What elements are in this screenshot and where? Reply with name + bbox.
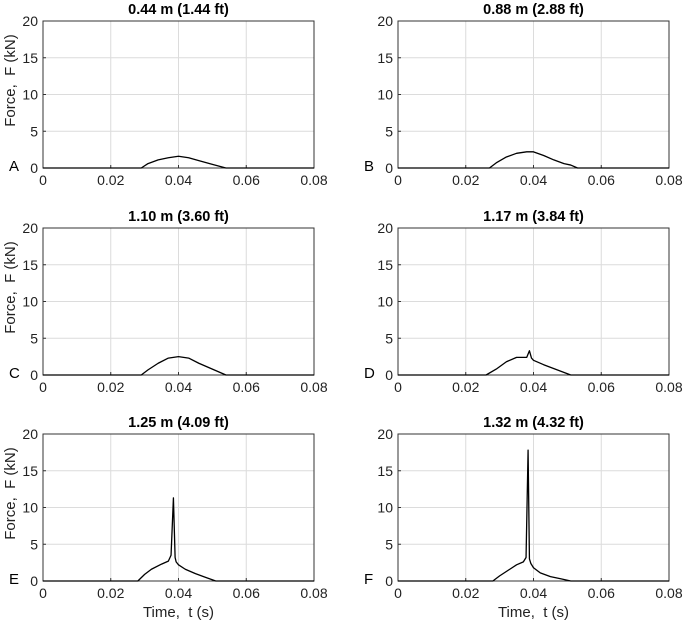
x-tick-label: 0.08 — [655, 585, 682, 601]
x-tick-label: 0.06 — [233, 379, 260, 395]
x-tick-label: 0.06 — [588, 585, 615, 601]
y-tick-label: 5 — [385, 536, 393, 552]
y-axis-label: Force, F (kN) — [2, 34, 19, 127]
y-axis-label: Force, F (kN) — [2, 241, 19, 334]
y-tick-label: 10 — [377, 500, 393, 516]
x-tick-label: 0.08 — [300, 585, 327, 601]
x-tick-label: 0.02 — [452, 172, 479, 188]
force-trace — [398, 151, 669, 169]
y-tick-label: 15 — [22, 257, 38, 273]
y-tick-label: 5 — [30, 330, 38, 346]
panel-a: 0 0.02 0.04 0.06 0.08 0 5 10 15 20 0.44 m (1.44 ft… — [2, 2, 328, 188]
y-tick-label: 10 — [22, 500, 38, 516]
y-tick-label: 15 — [22, 50, 38, 66]
x-tick-label: 0.06 — [233, 172, 260, 188]
y-tick-label: 20 — [377, 220, 393, 236]
y-tick-label: 5 — [30, 123, 38, 139]
x-tick-label: 0.04 — [520, 379, 547, 395]
y-tick-label: 0 — [385, 160, 393, 176]
x-tick-label: 0.08 — [300, 379, 327, 395]
x-tick-label: 0.04 — [165, 172, 192, 188]
x-tick-label: 0 — [39, 172, 47, 188]
panel-title: 1.25 m (4.09 ft) — [128, 415, 229, 431]
y-tick-label: 5 — [385, 330, 393, 346]
panel-letter: A — [9, 158, 19, 175]
x-tick-label: 0.04 — [520, 585, 547, 601]
force-trace — [43, 355, 314, 376]
x-tick-label: 0 — [394, 585, 402, 601]
force-trace — [43, 497, 314, 582]
panel-d: 0 0.02 0.04 0.06 0.08 0 5 10 15 20 1.17 m (3.84 ft… — [364, 209, 683, 395]
panel-title: 1.32 m (4.32 ft) — [483, 415, 584, 431]
force-trace — [398, 449, 669, 582]
panel-title: 1.17 m (3.84 ft) — [483, 209, 584, 225]
x-axis-label: Time, t (s) — [498, 604, 569, 621]
y-tick-label: 0 — [30, 367, 38, 383]
y-axis-label: Force, F (kN) — [2, 447, 19, 540]
y-tick-label: 15 — [377, 463, 393, 479]
x-tick-label: 0.06 — [588, 379, 615, 395]
y-tick-label: 15 — [22, 463, 38, 479]
x-tick-label: 0.02 — [97, 379, 124, 395]
panel-c: 0 0.02 0.04 0.06 0.08 0 5 10 15 20 1.10 m (3.60 ft… — [2, 209, 328, 395]
x-tick-label: 0 — [394, 172, 402, 188]
panel-title: 0.88 m (2.88 ft) — [483, 2, 584, 18]
y-tick-label: 10 — [22, 87, 38, 103]
y-tick-label: 20 — [22, 426, 38, 442]
x-axis-label: Time, t (s) — [143, 604, 214, 621]
x-tick-label: 0.06 — [233, 585, 260, 601]
x-tick-label: 0.04 — [520, 172, 547, 188]
y-tick-label: 5 — [30, 536, 38, 552]
x-tick-label: 0 — [39, 585, 47, 601]
y-tick-label: 15 — [377, 50, 393, 66]
panel-letter: C — [9, 365, 20, 382]
panel-title: 1.10 m (3.60 ft) — [128, 209, 229, 225]
y-tick-label: 0 — [30, 573, 38, 589]
force-trace — [398, 350, 669, 376]
panel-letter: F — [364, 571, 373, 588]
x-tick-label: 0 — [39, 379, 47, 395]
y-tick-label: 10 — [22, 294, 38, 310]
y-tick-label: 15 — [377, 257, 393, 273]
x-tick-label: 0.08 — [655, 379, 682, 395]
panel-letter: E — [9, 571, 19, 588]
panel-f: 0 0.02 0.04 0.06 0.08 0 5 10 15 20 1.32 m (4.32 ft… — [364, 415, 683, 621]
y-tick-label: 20 — [377, 426, 393, 442]
x-tick-label: 0.06 — [588, 172, 615, 188]
x-tick-label: 0.02 — [97, 172, 124, 188]
x-tick-label: 0.02 — [452, 379, 479, 395]
x-tick-label: 0.04 — [165, 379, 192, 395]
panel-letter: B — [364, 158, 374, 175]
panel-letter: D — [364, 365, 375, 382]
x-tick-label: 0.02 — [452, 585, 479, 601]
panel-b: 0 0.02 0.04 0.06 0.08 0 5 10 15 20 0.88 m (2.88 ft… — [364, 2, 683, 188]
y-tick-label: 0 — [385, 573, 393, 589]
x-tick-label: 0.08 — [655, 172, 682, 188]
x-tick-label: 0 — [394, 379, 402, 395]
y-tick-label: 10 — [377, 87, 393, 103]
panel-title: 0.44 m (1.44 ft) — [128, 2, 229, 18]
x-tick-label: 0.02 — [97, 585, 124, 601]
y-tick-label: 0 — [385, 367, 393, 383]
y-tick-label: 10 — [377, 294, 393, 310]
y-tick-label: 5 — [385, 123, 393, 139]
y-tick-label: 0 — [30, 160, 38, 176]
force-trace — [43, 155, 314, 169]
y-tick-label: 20 — [22, 13, 38, 29]
panel-e: 0 0.02 0.04 0.06 0.08 0 5 10 15 20 1.25 m (4.09 ft… — [2, 415, 328, 621]
y-tick-label: 20 — [377, 13, 393, 29]
y-tick-label: 20 — [22, 220, 38, 236]
x-tick-label: 0.08 — [300, 172, 327, 188]
x-tick-label: 0.04 — [165, 585, 192, 601]
